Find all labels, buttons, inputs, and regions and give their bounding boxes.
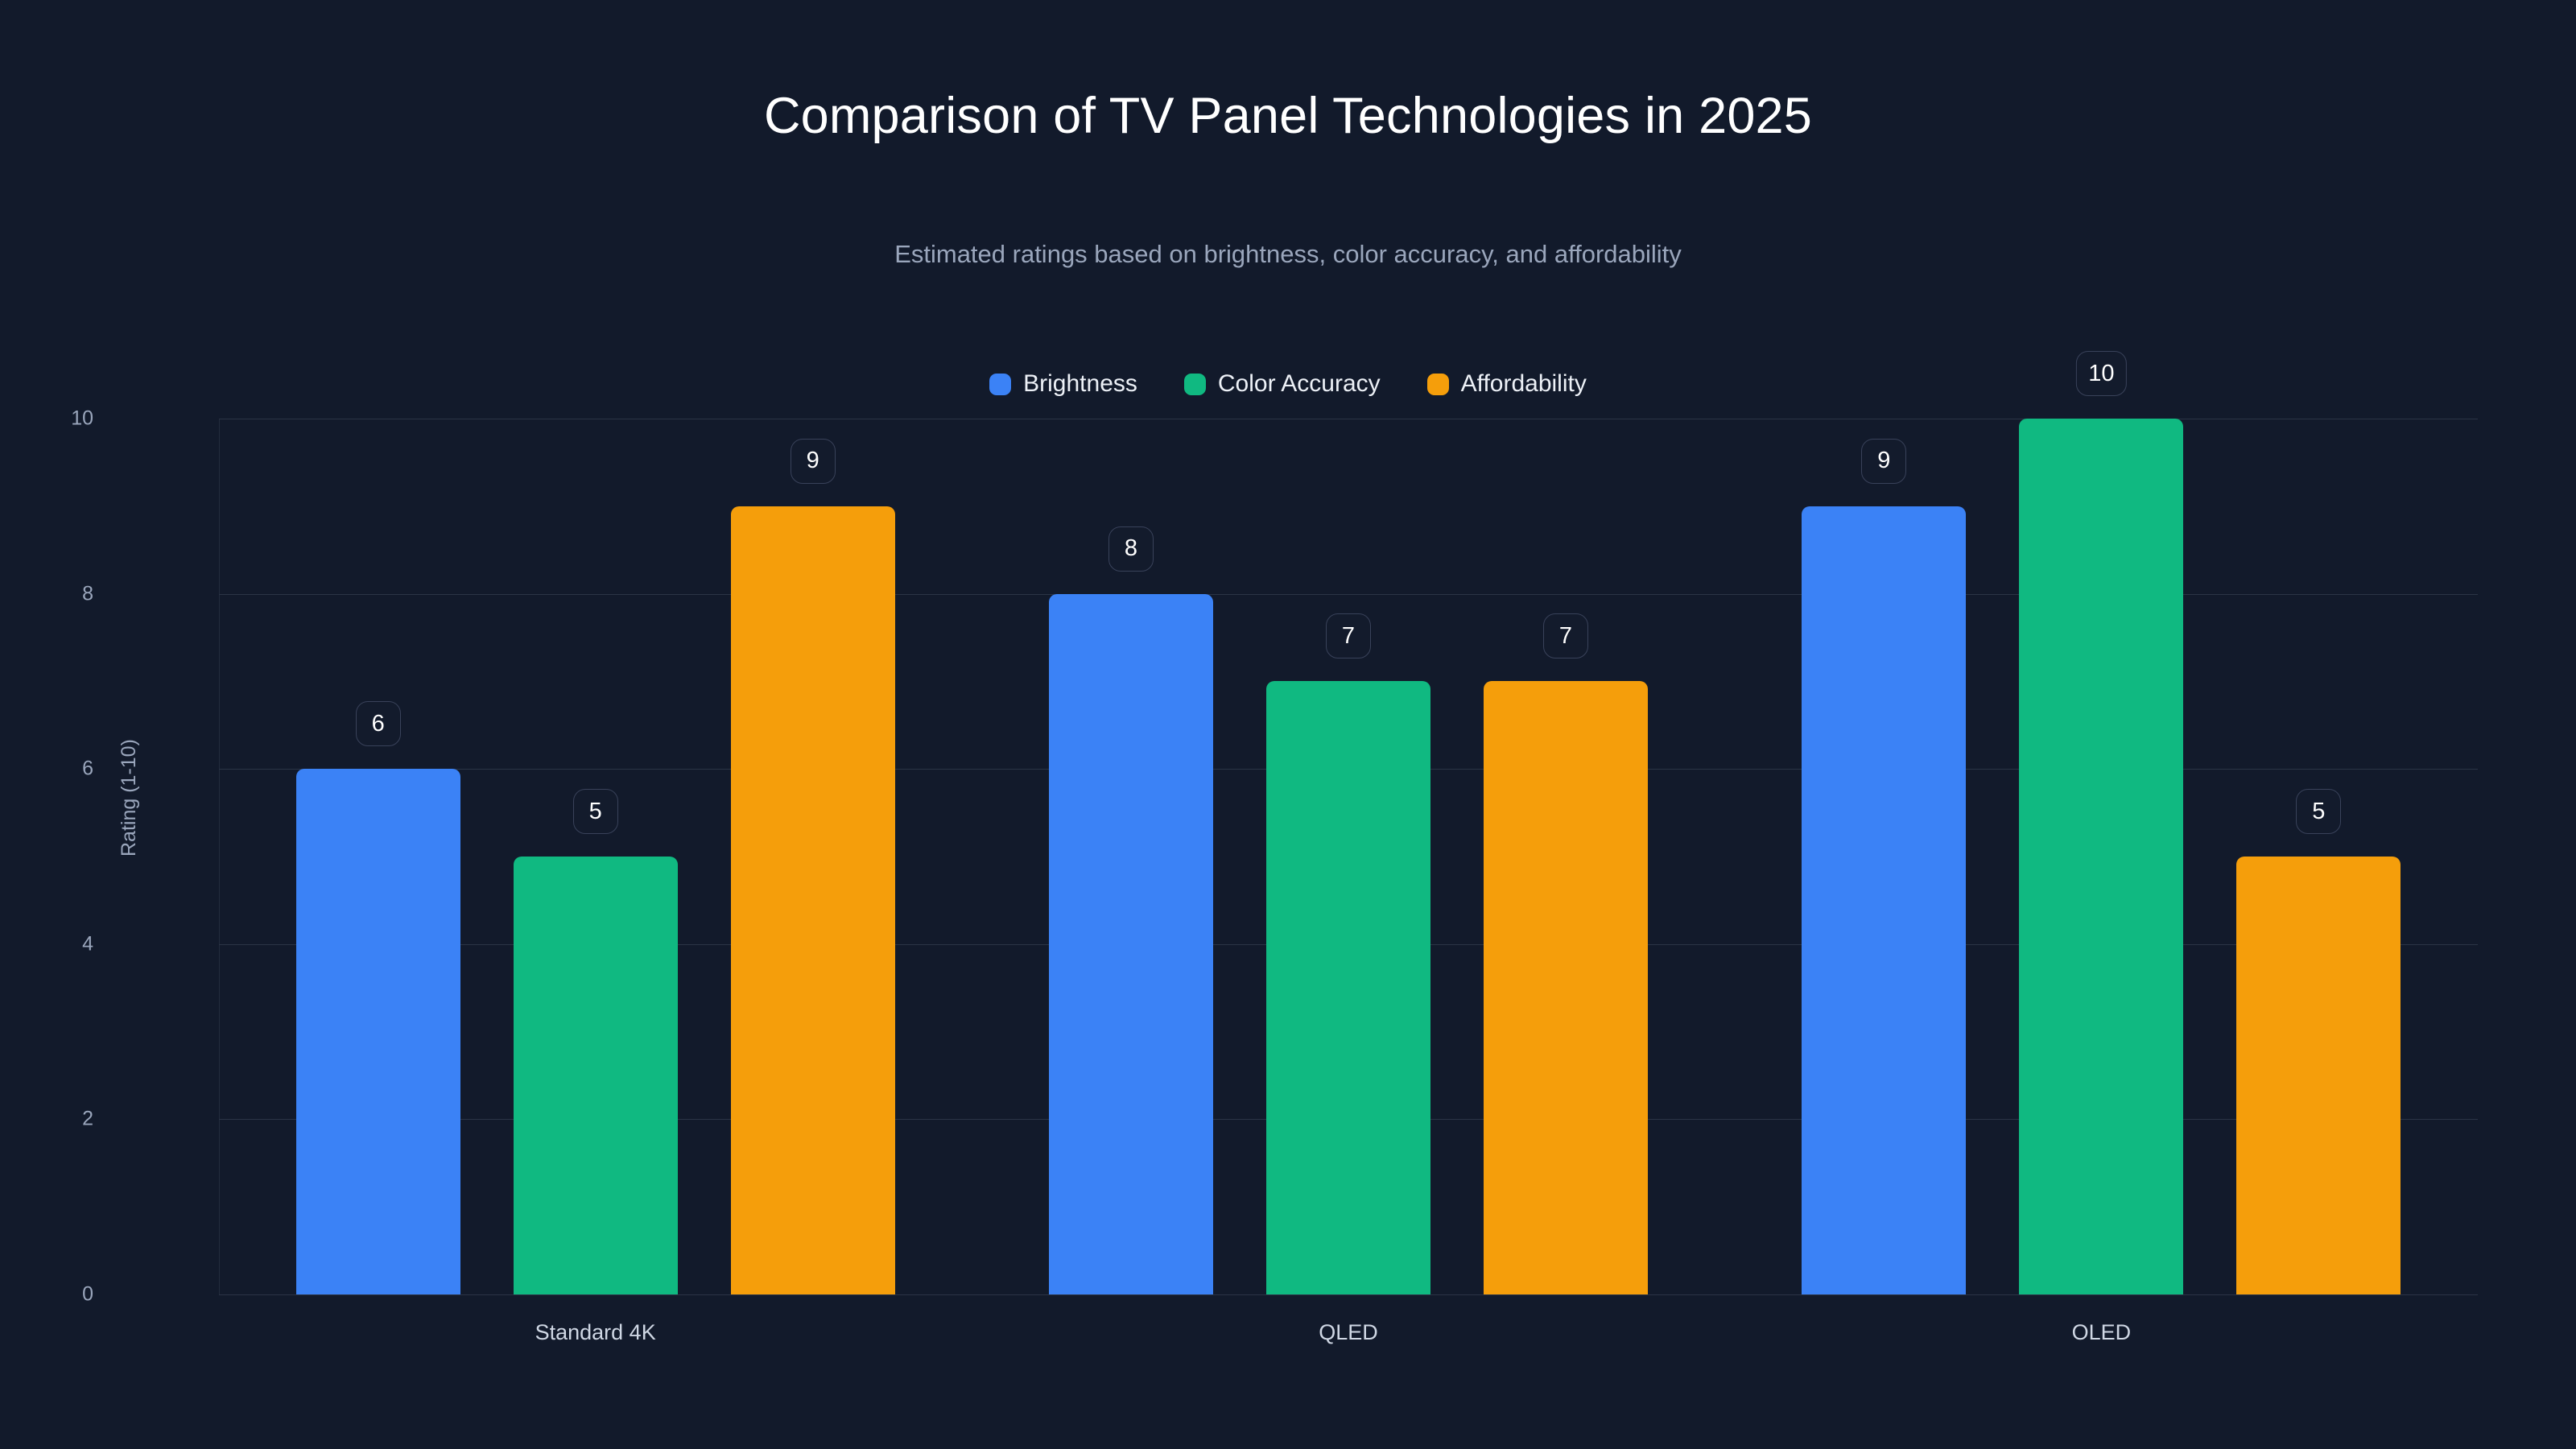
y-tick-label-10: 10 [71, 407, 93, 430]
bar-value-badge: 5 [2296, 789, 2342, 834]
plot-area [219, 419, 2478, 1295]
legend-item-label: Affordability [1460, 370, 1587, 397]
x-axis-category-label: Standard 4K [535, 1320, 656, 1344]
x-axis-category-label: OLED [2071, 1320, 2132, 1344]
bar-value-badge: 5 [572, 789, 618, 834]
y-axis-line [219, 419, 220, 1294]
bar-oled-affordability[interactable] [2236, 857, 2401, 1294]
bar-qled-affordability[interactable] [1484, 681, 1648, 1294]
bar-standard-4k-color-accuracy[interactable] [513, 857, 678, 1294]
legend-item-label: Color Accuracy [1217, 370, 1381, 397]
y-tick-label-4: 4 [82, 932, 93, 956]
page-title: Comparison of TV Panel Technologies in 2… [763, 88, 1813, 144]
bar-standard-4k-affordability[interactable] [730, 506, 895, 1294]
legend-item-affordability[interactable]: Affordability [1426, 370, 1587, 398]
bar-standard-4k-brightness[interactable] [295, 769, 460, 1294]
bar-value-badge: 7 [1326, 613, 1371, 659]
bar-qled-brightness[interactable] [1049, 593, 1213, 1294]
gridline-8 [219, 593, 2478, 595]
legend-swatch-icon [1426, 373, 1449, 395]
bar-oled-brightness[interactable] [1802, 506, 1967, 1294]
y-tick-label-2: 2 [82, 1107, 93, 1130]
y-axis-label: Rating (1-10) [118, 739, 140, 857]
bar-value-badge: 10 [2076, 351, 2127, 396]
legend-item-label: Brightness [1023, 370, 1137, 397]
bar-value-badge: 8 [1108, 526, 1154, 572]
legend-swatch-icon [989, 373, 1012, 395]
bar-qled-color-accuracy[interactable] [1266, 681, 1430, 1294]
bar-value-badge: 7 [1543, 613, 1588, 659]
legend-item-brightness[interactable]: Brightness [989, 370, 1137, 398]
y-tick-label-6: 6 [82, 757, 93, 780]
bar-oled-color-accuracy[interactable] [2019, 419, 2184, 1294]
page-subtitle: Estimated ratings based on brightness, c… [894, 240, 1682, 268]
legend-swatch-icon [1183, 373, 1206, 395]
y-tick-label-0: 0 [82, 1282, 93, 1306]
gridline-0 [219, 1294, 2478, 1295]
bar-value-badge: 9 [1861, 438, 1907, 484]
x-axis-category-label: QLED [1319, 1320, 1378, 1344]
legend-item-color-accuracy[interactable]: Color Accuracy [1183, 370, 1381, 398]
bar-value-badge: 6 [355, 701, 401, 747]
y-tick-label-8: 8 [82, 582, 93, 605]
chart-legend: Brightness Color Accuracy Affordability [0, 370, 2576, 398]
bar-value-badge: 9 [790, 438, 836, 484]
